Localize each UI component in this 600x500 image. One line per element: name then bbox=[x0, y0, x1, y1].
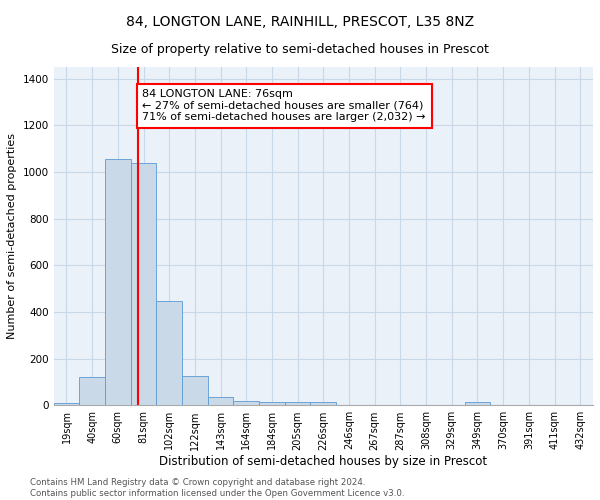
Bar bbox=[105, 159, 131, 406]
Bar bbox=[131, 162, 157, 406]
Text: Contains HM Land Registry data © Crown copyright and database right 2024.
Contai: Contains HM Land Registry data © Crown c… bbox=[30, 478, 404, 498]
Bar bbox=[208, 397, 233, 406]
X-axis label: Distribution of semi-detached houses by size in Prescot: Distribution of semi-detached houses by … bbox=[159, 455, 487, 468]
Bar bbox=[233, 400, 259, 406]
Bar bbox=[157, 302, 182, 406]
Bar bbox=[53, 403, 79, 406]
Bar bbox=[79, 378, 105, 406]
Bar bbox=[285, 402, 310, 406]
Bar bbox=[259, 402, 285, 406]
Bar bbox=[464, 402, 490, 406]
Text: 84 LONGTON LANE: 76sqm
← 27% of semi-detached houses are smaller (764)
71% of se: 84 LONGTON LANE: 76sqm ← 27% of semi-det… bbox=[142, 89, 426, 122]
Bar bbox=[182, 376, 208, 406]
Bar bbox=[310, 402, 336, 406]
Y-axis label: Number of semi-detached properties: Number of semi-detached properties bbox=[7, 133, 17, 339]
Text: 84, LONGTON LANE, RAINHILL, PRESCOT, L35 8NZ: 84, LONGTON LANE, RAINHILL, PRESCOT, L35… bbox=[126, 15, 474, 29]
Text: Size of property relative to semi-detached houses in Prescot: Size of property relative to semi-detach… bbox=[111, 42, 489, 56]
